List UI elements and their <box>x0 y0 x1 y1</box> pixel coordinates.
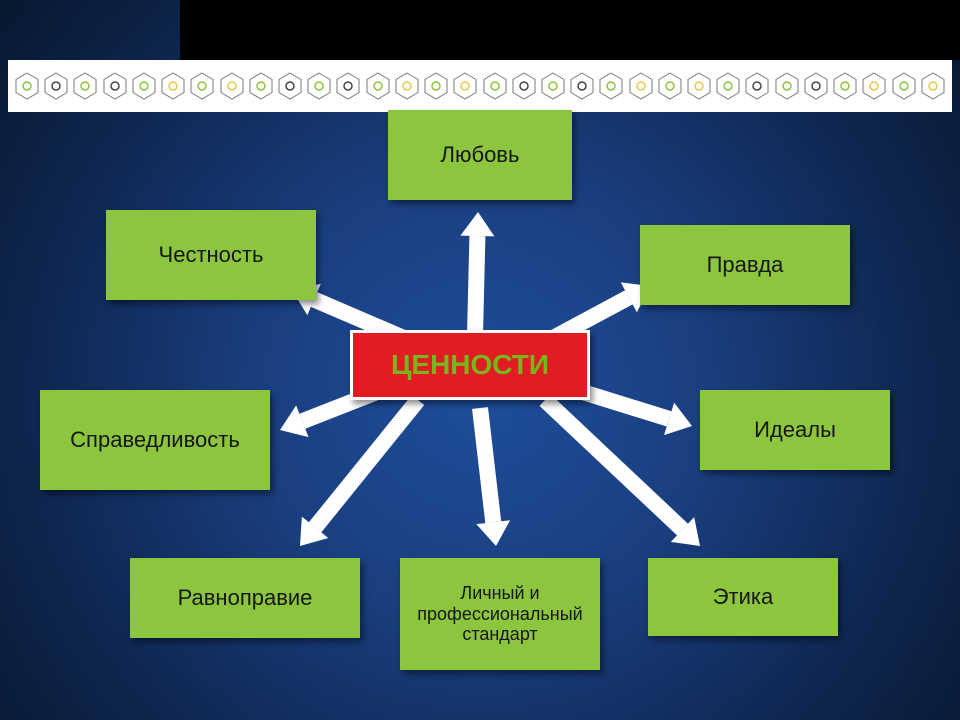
value-node-spravedlivost: Справедливость <box>40 390 270 490</box>
center-node: ЦЕННОСТИ <box>350 330 590 400</box>
strip-icon <box>365 71 391 101</box>
value-node-label: Равноправие <box>178 585 313 610</box>
strip-icon <box>160 71 186 101</box>
strip-icon <box>423 71 449 101</box>
strip-icon <box>920 71 946 101</box>
strip-icon <box>482 71 508 101</box>
strip-icon <box>628 71 654 101</box>
value-node-label: Справедливость <box>70 427 240 452</box>
value-node-label: Любовь <box>441 142 520 167</box>
title-band <box>180 0 960 60</box>
strip-icon <box>277 71 303 101</box>
strip-icon <box>686 71 712 101</box>
value-node-idealy: Идеалы <box>700 390 890 470</box>
icon-strip <box>8 60 952 112</box>
strip-icon <box>803 71 829 101</box>
strip-icon <box>219 71 245 101</box>
strip-icon <box>131 71 157 101</box>
value-node-label: Идеалы <box>754 417 836 442</box>
value-node-label: Этика <box>713 584 774 609</box>
strip-icon <box>657 71 683 101</box>
strip-icon <box>715 71 741 101</box>
strip-icon <box>774 71 800 101</box>
strip-icon <box>43 71 69 101</box>
value-node-etika: Этика <box>648 558 838 636</box>
strip-icon <box>540 71 566 101</box>
value-node-label: Личный и профессиональный стандарт <box>410 583 590 645</box>
strip-icon <box>189 71 215 101</box>
strip-icon <box>335 71 361 101</box>
strip-icon <box>861 71 887 101</box>
value-node-label: Правда <box>707 252 784 277</box>
strip-icon <box>891 71 917 101</box>
value-node-ravnopravie: Равноправие <box>130 558 360 638</box>
strip-icon <box>306 71 332 101</box>
strip-icon <box>832 71 858 101</box>
strip-icon <box>598 71 624 101</box>
value-node-lyubov: Любовь <box>388 110 572 200</box>
strip-icon <box>569 71 595 101</box>
strip-icon <box>102 71 128 101</box>
strip-icon <box>744 71 770 101</box>
strip-icon <box>72 71 98 101</box>
strip-icon <box>452 71 478 101</box>
strip-icon <box>248 71 274 101</box>
value-node-pravda: Правда <box>640 225 850 305</box>
value-node-label: Честность <box>159 242 264 267</box>
value-node-chestnost: Честность <box>106 210 316 300</box>
diagram-stage: ЦЕННОСТИ Любовь Честность Правда Справедлив… <box>0 0 960 720</box>
strip-icon <box>394 71 420 101</box>
center-label: ЦЕННОСТИ <box>391 349 549 381</box>
strip-icon <box>511 71 537 101</box>
strip-icon <box>14 71 40 101</box>
value-node-standart: Личный и профессиональный стандарт <box>400 558 600 670</box>
